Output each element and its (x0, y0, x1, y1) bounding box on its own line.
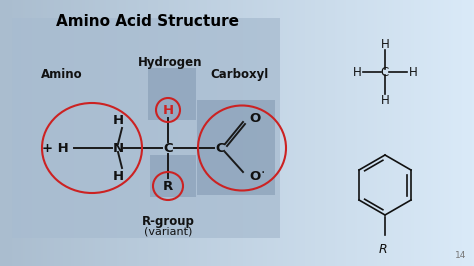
Text: H: H (353, 65, 361, 78)
Text: H: H (381, 38, 389, 51)
Text: (variant): (variant) (144, 227, 192, 237)
Text: C: C (215, 142, 225, 155)
Text: O: O (249, 169, 261, 182)
Text: H: H (163, 103, 173, 117)
Text: Hydrogen: Hydrogen (138, 56, 202, 69)
Text: H: H (112, 169, 124, 182)
FancyBboxPatch shape (12, 18, 280, 238)
Text: Carboxyl: Carboxyl (211, 68, 269, 81)
Text: H: H (112, 114, 124, 127)
Text: R-group: R-group (142, 215, 194, 228)
Text: Amino: Amino (41, 68, 83, 81)
Text: H: H (381, 94, 389, 106)
Text: Amino Acid Structure: Amino Acid Structure (56, 14, 239, 29)
Text: + H: + H (42, 142, 69, 155)
Text: 14: 14 (455, 251, 466, 260)
FancyBboxPatch shape (197, 100, 275, 195)
Text: R: R (163, 180, 173, 193)
Text: O: O (249, 111, 261, 124)
FancyBboxPatch shape (148, 68, 196, 120)
FancyBboxPatch shape (150, 155, 196, 197)
Text: R: R (379, 243, 387, 256)
Text: C: C (163, 142, 173, 155)
Text: H: H (409, 65, 418, 78)
Text: C: C (381, 65, 389, 78)
Text: ·: · (261, 166, 265, 180)
Text: N: N (112, 142, 124, 155)
